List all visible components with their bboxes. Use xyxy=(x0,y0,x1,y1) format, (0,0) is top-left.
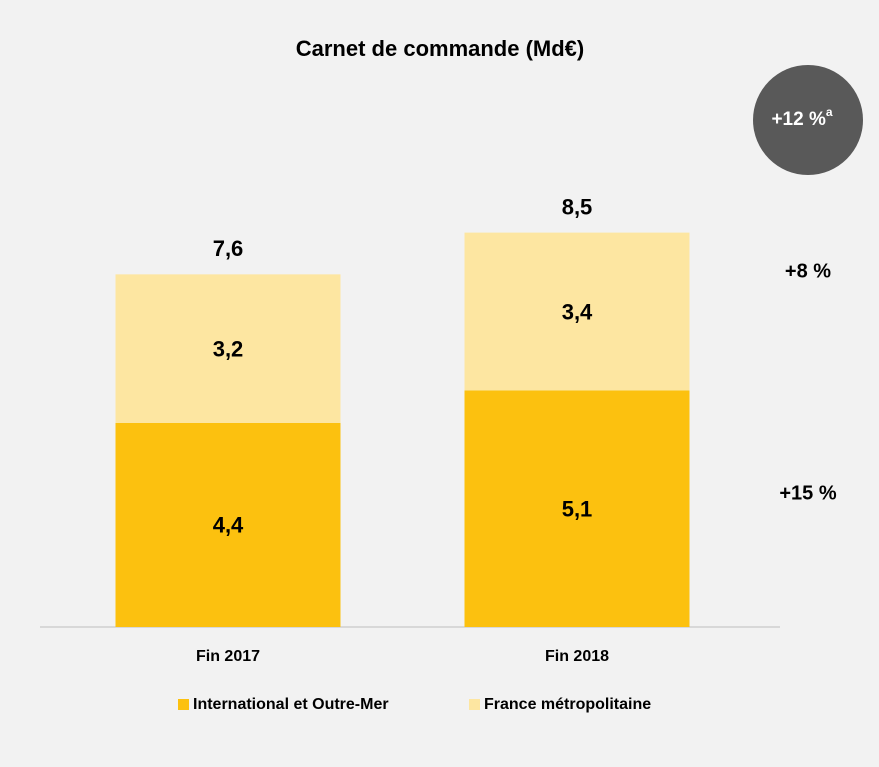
value-label: 3,2 xyxy=(213,336,244,361)
badge-text: +12 %a xyxy=(771,105,832,130)
legend-label: France métropolitaine xyxy=(484,696,651,713)
bar-segment xyxy=(464,390,690,627)
legend-swatch xyxy=(469,699,480,710)
growth-annotation: +15 % xyxy=(779,482,836,504)
value-label: 4,4 xyxy=(213,513,244,538)
growth-annotation: +8 % xyxy=(785,260,831,282)
x-tick-label: Fin 2017 xyxy=(196,648,260,665)
value-label: 3,4 xyxy=(562,299,593,324)
value-label: 5,1 xyxy=(562,496,593,521)
badge xyxy=(753,65,863,175)
total-label: 7,6 xyxy=(213,236,244,261)
chart-title: Carnet de commande (Md€) xyxy=(296,36,585,61)
x-tick-label: Fin 2018 xyxy=(545,648,609,665)
bar-segment xyxy=(115,274,341,423)
total-label: 8,5 xyxy=(562,194,593,219)
legend-swatch xyxy=(178,699,189,710)
legend-label: International et Outre-Mer xyxy=(193,696,389,713)
bar-segment xyxy=(115,422,341,627)
bar-segment xyxy=(464,232,690,391)
badge-label: +12 % xyxy=(771,109,826,130)
badge-superscript: a xyxy=(826,105,833,119)
